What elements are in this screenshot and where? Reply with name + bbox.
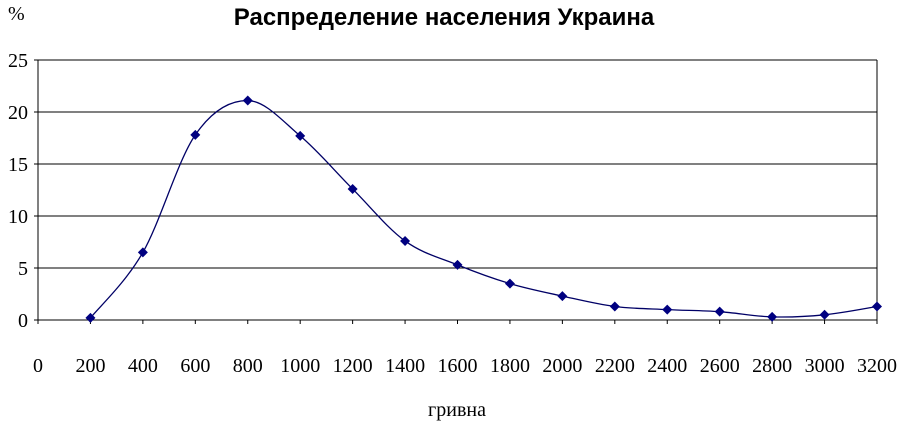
y-tick-label: 15 — [8, 154, 28, 176]
x-tick-label: 2400 — [647, 355, 687, 377]
y-tick-label: 20 — [8, 102, 28, 124]
data-point-marker — [819, 309, 830, 320]
data-point-marker — [347, 183, 358, 194]
data-point-marker — [662, 304, 673, 315]
x-tick-label: 200 — [75, 355, 105, 377]
x-tick-label: 1800 — [490, 355, 530, 377]
data-point-marker — [557, 291, 568, 302]
x-tick-label: 600 — [180, 355, 210, 377]
y-tick-label: 25 — [8, 50, 28, 72]
data-point-marker — [190, 129, 201, 140]
x-tick-label: 2800 — [752, 355, 792, 377]
data-point-marker — [767, 311, 778, 322]
x-tick-label: 1600 — [438, 355, 478, 377]
data-point-marker — [609, 301, 620, 312]
data-point-marker — [242, 95, 253, 106]
y-tick-label: 5 — [18, 258, 28, 280]
data-point-marker — [872, 301, 882, 312]
x-tick-label: 3000 — [805, 355, 845, 377]
x-tick-label: 400 — [128, 355, 158, 377]
data-point-marker — [137, 247, 148, 258]
x-tick-label: 3200 — [857, 355, 897, 377]
y-tick-label: 0 — [18, 310, 28, 332]
gridlines — [38, 59, 878, 320]
y-tick-labels: 0 5 10 15 20 25 — [8, 50, 28, 332]
data-point-marker — [295, 130, 306, 141]
x-tick-label: 0 — [33, 355, 43, 377]
x-tick-label: 2200 — [595, 355, 635, 377]
data-point-marker — [85, 312, 96, 323]
x-tick-labels: 0 200 400 600 800 1000 1200 1400 1600 1800 2000 220… — [33, 355, 897, 377]
x-tick-label: 1000 — [280, 355, 320, 377]
y-axis-unit: % — [8, 3, 25, 25]
x-tick-label: 2600 — [700, 355, 740, 377]
data-point-marker — [714, 306, 725, 317]
series-line — [89, 99, 878, 319]
data-point-marker — [504, 278, 515, 289]
x-axis-label: гривна — [428, 399, 486, 421]
chart-title: Распределение населения Украина — [234, 4, 655, 31]
axes — [34, 59, 878, 324]
y-tick-label: 10 — [8, 206, 28, 228]
data-markers — [85, 95, 882, 323]
x-tick-label: 800 — [233, 355, 263, 377]
x-tick-label: 1400 — [385, 355, 425, 377]
x-tick-label: 1200 — [333, 355, 373, 377]
data-point-marker — [400, 235, 411, 246]
series-curve — [89, 99, 878, 319]
data-point-marker — [452, 259, 463, 270]
x-tick-label: 2000 — [542, 355, 582, 377]
